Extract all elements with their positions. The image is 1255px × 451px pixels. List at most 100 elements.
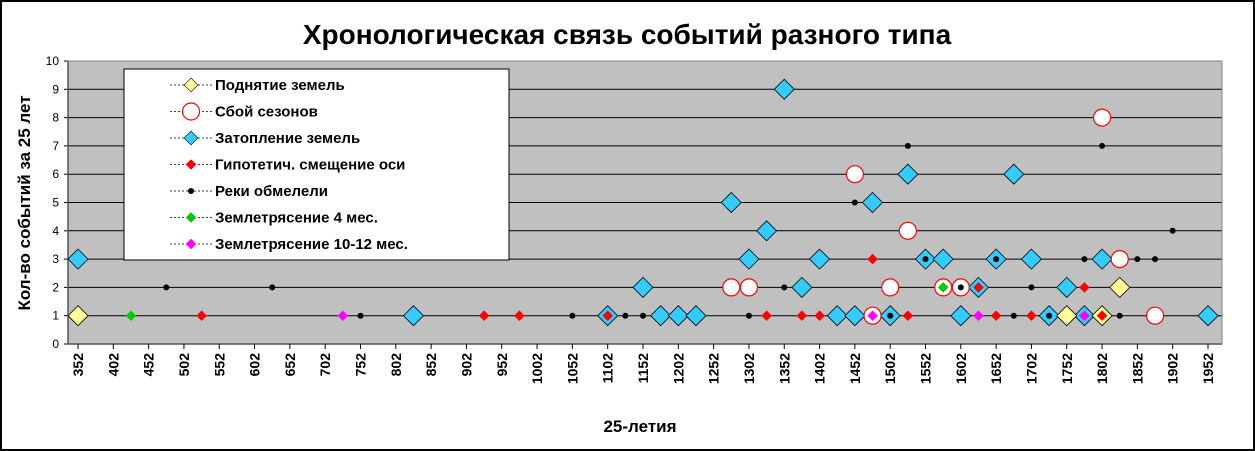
y-tick-label: 10	[46, 54, 60, 68]
x-tick-label: 1452	[847, 353, 863, 384]
legend-label: Землетрясение 4 мес.	[215, 210, 378, 227]
point-flood-23	[1003, 163, 1025, 185]
point-eq4-0	[125, 310, 137, 322]
point-axis_shift-13	[1096, 310, 1108, 322]
x-tick-label: 1902	[1165, 353, 1181, 384]
x-tick-label: 602	[247, 353, 263, 377]
point-axis_shift-6	[814, 310, 825, 322]
legend-entry-rivers: Реки обмелели	[170, 183, 328, 200]
point-flood-11	[791, 276, 813, 298]
point-rivers-10	[904, 142, 911, 149]
point-flood-29	[1197, 305, 1219, 327]
x-tick-label: 552	[211, 353, 227, 377]
legend-label: Поднятие земель	[215, 77, 345, 94]
x-tick-label: 852	[423, 353, 439, 377]
point-flood-17	[897, 163, 919, 185]
point-rise-3	[1109, 276, 1131, 298]
point-flood-9	[756, 220, 778, 242]
x-tick-label: 1052	[564, 353, 580, 384]
chart-title: Хронологическая связь событий разного ти…	[303, 19, 952, 50]
point-season-9	[1110, 250, 1129, 269]
point-rivers-6	[745, 312, 752, 319]
point-flood-0	[67, 248, 89, 270]
point-rivers-16	[1046, 312, 1053, 319]
point-axis_shift-0	[196, 310, 207, 322]
plot-border	[67, 60, 1223, 345]
series-axis_shift	[196, 253, 1108, 322]
y-tick-label: 2	[52, 280, 59, 294]
point-rivers-8	[851, 199, 858, 206]
point-axis_shift-2	[514, 310, 525, 322]
point-axis_shift-12	[1079, 282, 1090, 293]
point-flood-6	[685, 305, 707, 327]
point-axis_shift-10	[990, 310, 1002, 322]
x-tick-label: 952	[494, 353, 510, 377]
legend-marker-eq4	[185, 212, 197, 223]
point-season-2	[845, 165, 864, 184]
y-tick-labels: 0 1 2 3 4 5 6 7 8 9 10	[46, 54, 60, 351]
point-rivers-19	[1116, 312, 1123, 319]
point-rivers-18	[1099, 142, 1106, 149]
y-tick-label: 9	[52, 82, 59, 96]
y-tick-label: 7	[52, 139, 59, 153]
point-rivers-14	[1010, 312, 1017, 319]
point-flood-28	[1091, 248, 1113, 270]
point-rivers-9	[887, 312, 894, 319]
legend-label: Гипотетич. смещение оси	[215, 157, 405, 174]
x-tick-label: 1652	[988, 353, 1004, 384]
x-tick-label: 1002	[529, 353, 545, 384]
data-points	[67, 78, 1219, 327]
point-rivers-7	[781, 284, 788, 291]
legend-entry-eq10: Землетрясение 10-12 мес.	[170, 236, 408, 253]
point-rivers-1	[269, 284, 276, 291]
point-rivers-15	[1028, 284, 1035, 291]
legend: Поднятие земель Сбой сезонов Затопление зе…	[123, 68, 510, 261]
point-rivers-21	[1152, 256, 1159, 263]
legend-marker-rise	[183, 77, 199, 93]
point-axis_shift-7	[867, 253, 878, 265]
legend-marker-axis_shift	[185, 159, 197, 170]
point-flood-3	[632, 276, 654, 298]
point-axis_shift-9	[973, 282, 984, 293]
y-tick-label: 1	[52, 309, 59, 323]
point-eq10-0	[337, 310, 349, 322]
legend-label: Затопление земель	[215, 130, 360, 147]
point-eq10-1	[867, 310, 878, 322]
legend-marker-rivers	[188, 188, 194, 194]
x-axis-title: 25-летия	[603, 417, 676, 436]
point-season-4	[881, 278, 900, 297]
point-flood-12	[808, 248, 831, 270]
point-flood-26	[1056, 276, 1078, 298]
x-tick-label: 1152	[635, 353, 651, 384]
y-axis-title: Кол-во событий за 25 лет	[15, 95, 34, 310]
x-tick-label: 1202	[670, 353, 686, 384]
point-rivers-12	[957, 284, 964, 291]
point-rivers-13	[993, 256, 1000, 263]
point-flood-4	[650, 305, 672, 327]
x-tick-label: 452	[141, 353, 157, 377]
y-tick-label: 3	[52, 252, 59, 266]
point-rivers-3	[569, 312, 576, 319]
series-eq10	[337, 310, 1090, 322]
x-tick-labels: 352 402 452 502 552 602 652 702 752 802 852 902 952 1…	[70, 353, 1216, 384]
series-rivers	[163, 142, 1176, 319]
x-tick-label: 1952	[1200, 353, 1216, 384]
point-season-8	[1092, 108, 1112, 127]
x-tick-label: 352	[70, 353, 86, 377]
x-tick-label: 1402	[812, 353, 828, 384]
point-eq10-2	[973, 310, 984, 322]
legend-entry-flood: Затопление земель	[170, 130, 360, 147]
point-flood-19	[932, 248, 954, 270]
point-flood-20	[950, 305, 972, 327]
point-rivers-2	[357, 312, 364, 319]
point-flood-15	[861, 191, 884, 214]
x-tick-label: 1302	[741, 353, 757, 384]
x-tick-label: 1102	[600, 353, 616, 384]
x-tick-label: 502	[176, 353, 192, 377]
point-rise-1	[1056, 305, 1078, 327]
y-tick-label: 0	[52, 337, 59, 351]
point-flood-1	[402, 305, 425, 327]
point-flood-14	[844, 305, 866, 327]
y-tick-label: 6	[52, 167, 59, 181]
